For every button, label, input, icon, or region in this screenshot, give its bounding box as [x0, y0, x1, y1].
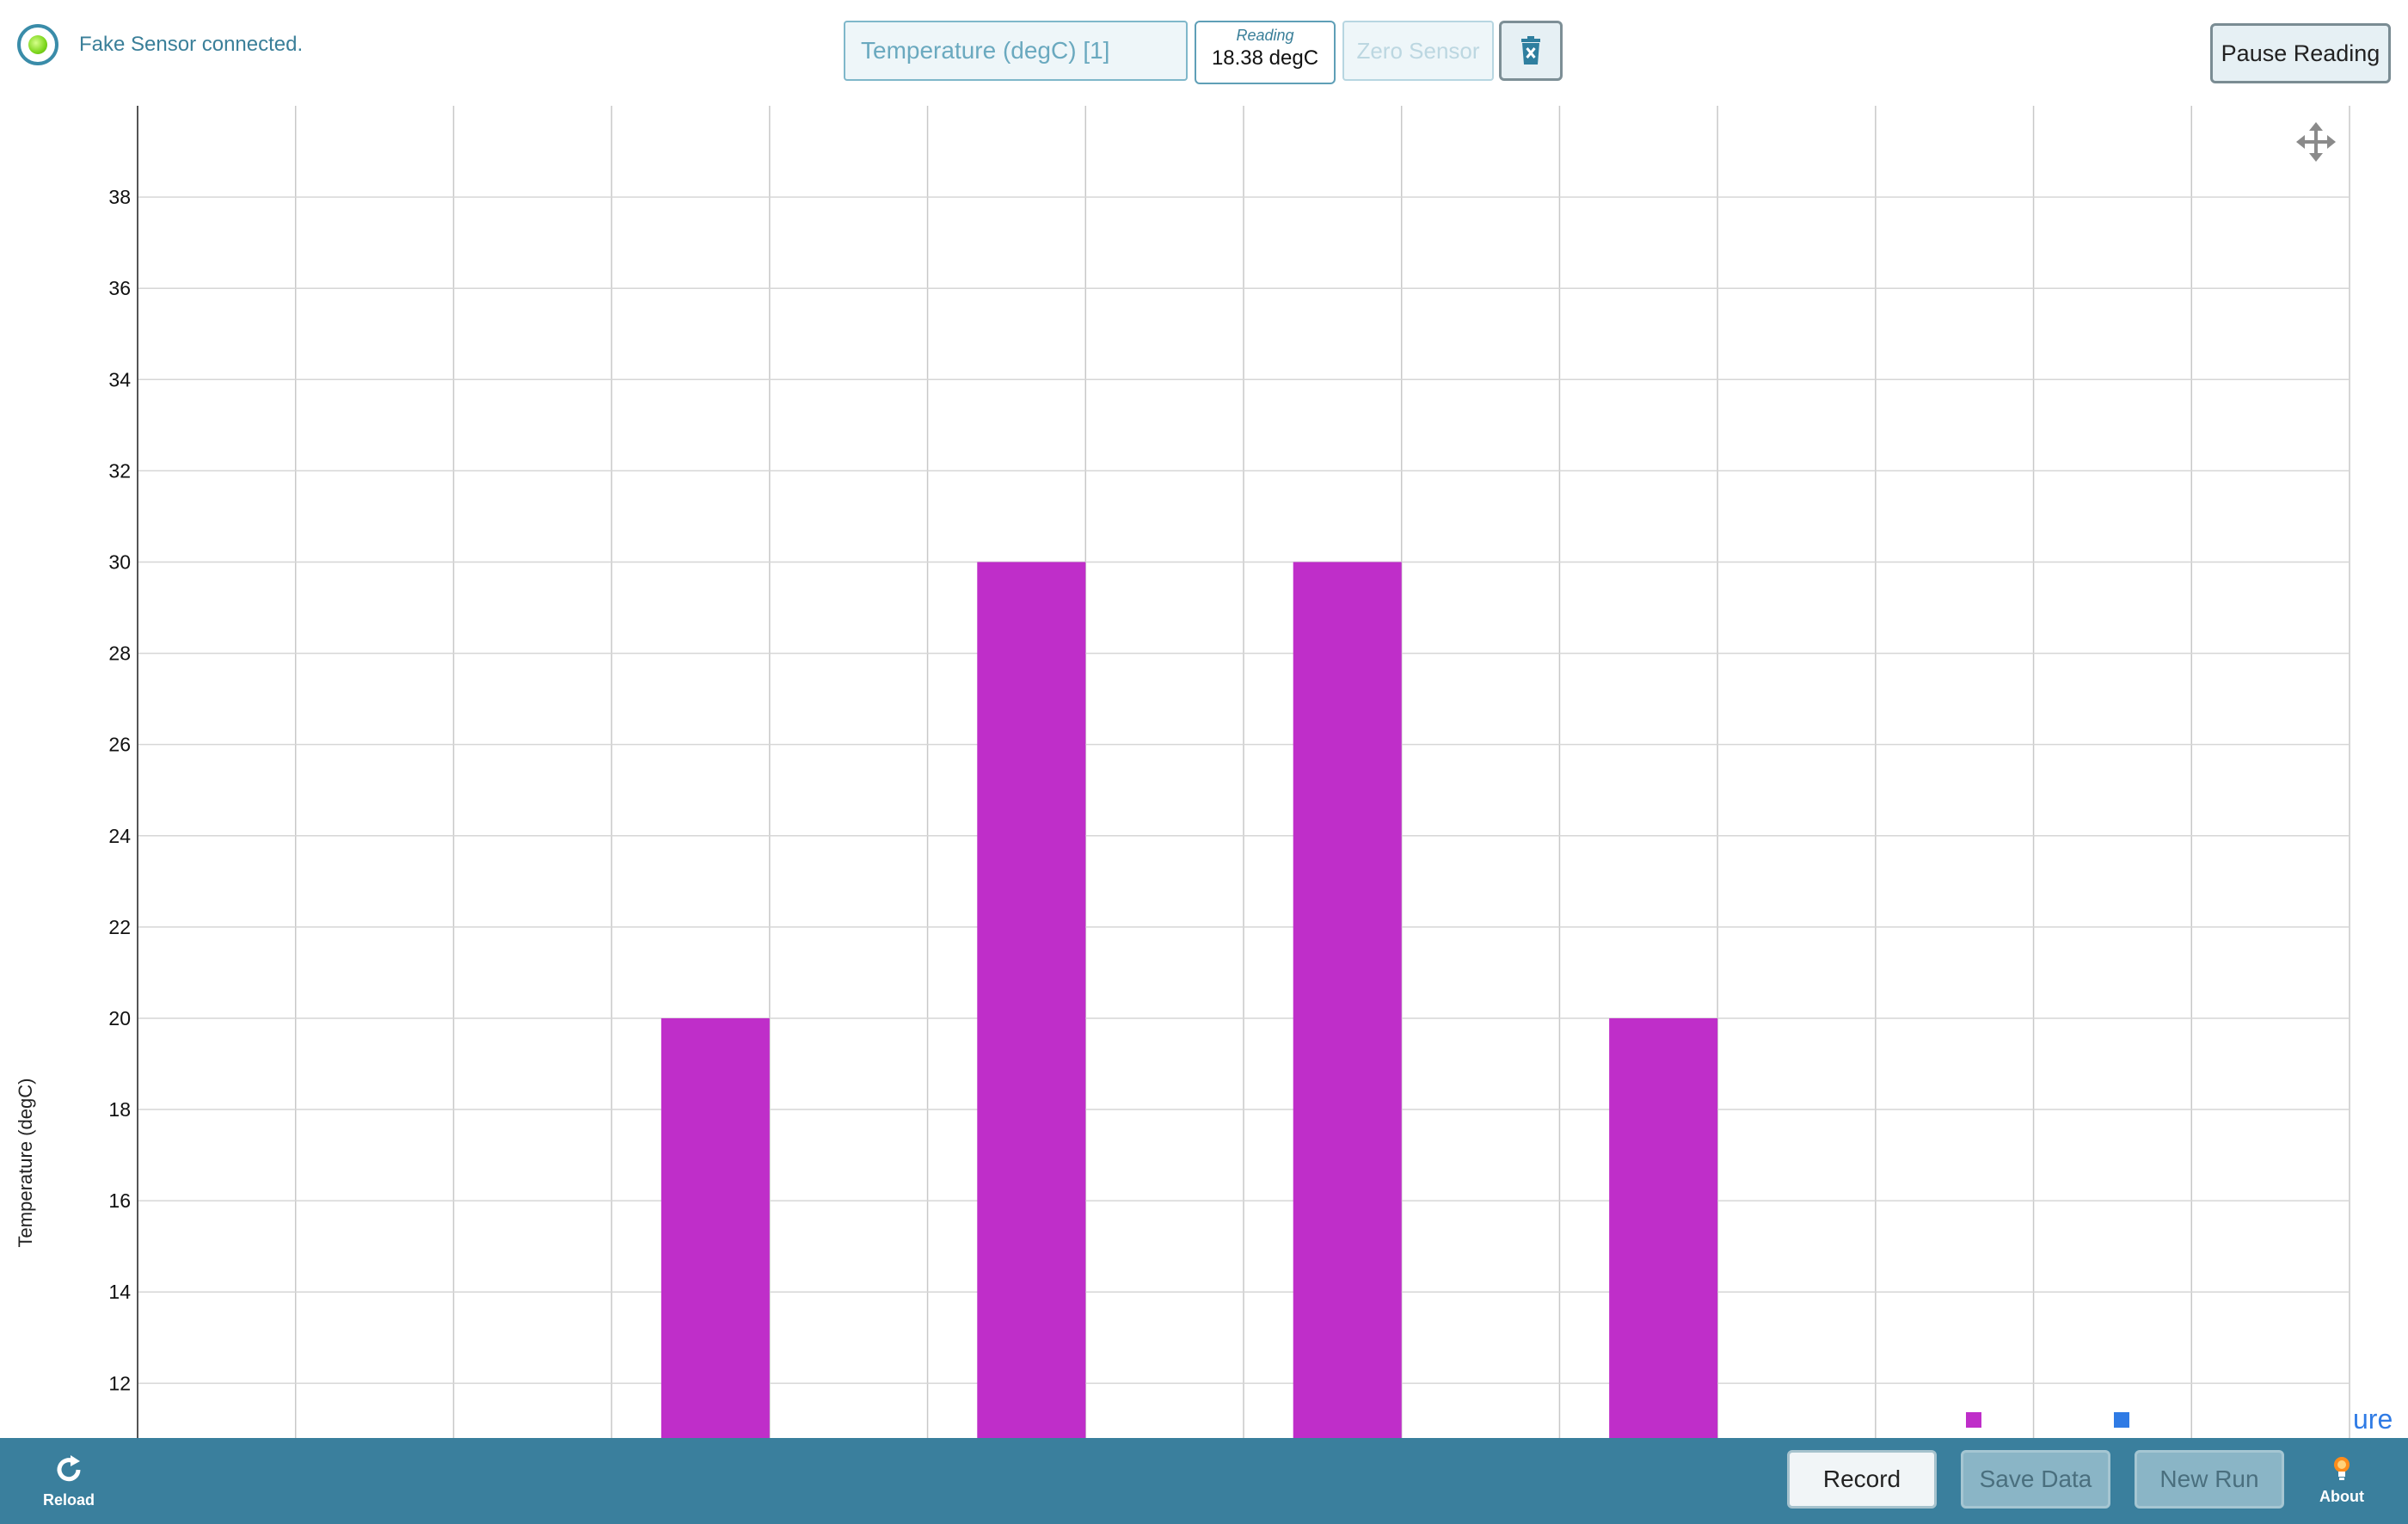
zero-sensor-button[interactable]: Zero Sensor [1342, 21, 1494, 81]
bar [977, 562, 1086, 1438]
pause-reading-button[interactable]: Pause Reading [2210, 23, 2391, 83]
y-tick-label: 18 [108, 1098, 131, 1121]
top-bar: Fake Sensor connected. Temperature (degC… [0, 0, 2408, 103]
pan-icon[interactable] [2296, 122, 2336, 162]
reload-label: Reload [42, 1491, 95, 1509]
about-label: About [2319, 1488, 2364, 1505]
reload-icon [57, 1455, 81, 1482]
status-indicator-icon [17, 24, 58, 65]
bottom-toolbar: Reload Record Save Data New Run About [0, 1438, 2408, 1524]
reading-label: Reading [1236, 27, 1294, 44]
y-tick-label: 36 [108, 277, 131, 299]
connection-status: Fake Sensor connected. [17, 24, 303, 65]
bar [660, 1017, 770, 1438]
y-tick-label: 12 [108, 1372, 131, 1394]
reading-display: Reading 18.38 degC [1195, 21, 1336, 84]
reload-button[interactable]: Reload [34, 1453, 103, 1509]
y-tick-label: 30 [108, 550, 131, 573]
legend-label-partial: ure [2353, 1404, 2393, 1435]
reading-value: 18.38 degC [1211, 46, 1319, 70]
bar-chart: 12 14 16 18 20 22 24 26 28 30 32 34 36 38 [108, 106, 2350, 1438]
save-data-button[interactable]: Save Data [1961, 1450, 2110, 1509]
legend-swatch-2 [2114, 1412, 2129, 1428]
new-run-button[interactable]: New Run [2135, 1450, 2284, 1509]
trash-icon [1521, 36, 1540, 65]
y-tick-label: 22 [108, 916, 131, 938]
y-tick-label: 28 [108, 642, 131, 665]
about-button[interactable]: About [2312, 1455, 2372, 1506]
legend-swatch-1 [1966, 1412, 1981, 1428]
y-tick-label: 34 [108, 368, 131, 390]
y-tick-label: 38 [108, 186, 131, 208]
lightbulb-icon [2334, 1457, 2350, 1480]
sensor-select[interactable]: Temperature (degC) [1] [844, 21, 1188, 81]
y-tick-label: 32 [108, 459, 131, 482]
status-text: Fake Sensor connected. [79, 33, 304, 56]
y-tick-label: 24 [108, 825, 131, 847]
y-axis-title: Temperature (degC) [15, 1078, 36, 1248]
delete-sensor-button[interactable] [1499, 21, 1563, 81]
record-button[interactable]: Record [1787, 1450, 1937, 1509]
bar [1609, 1017, 1718, 1438]
y-tick-label: 26 [108, 734, 131, 756]
y-tick-label: 20 [108, 1007, 131, 1029]
y-tick-label: 14 [108, 1281, 131, 1303]
chart-area: 12 14 16 18 20 22 24 26 28 30 32 34 36 38 Temperature… [0, 103, 2408, 1438]
bar [1293, 562, 1402, 1438]
y-tick-label: 16 [108, 1189, 131, 1212]
